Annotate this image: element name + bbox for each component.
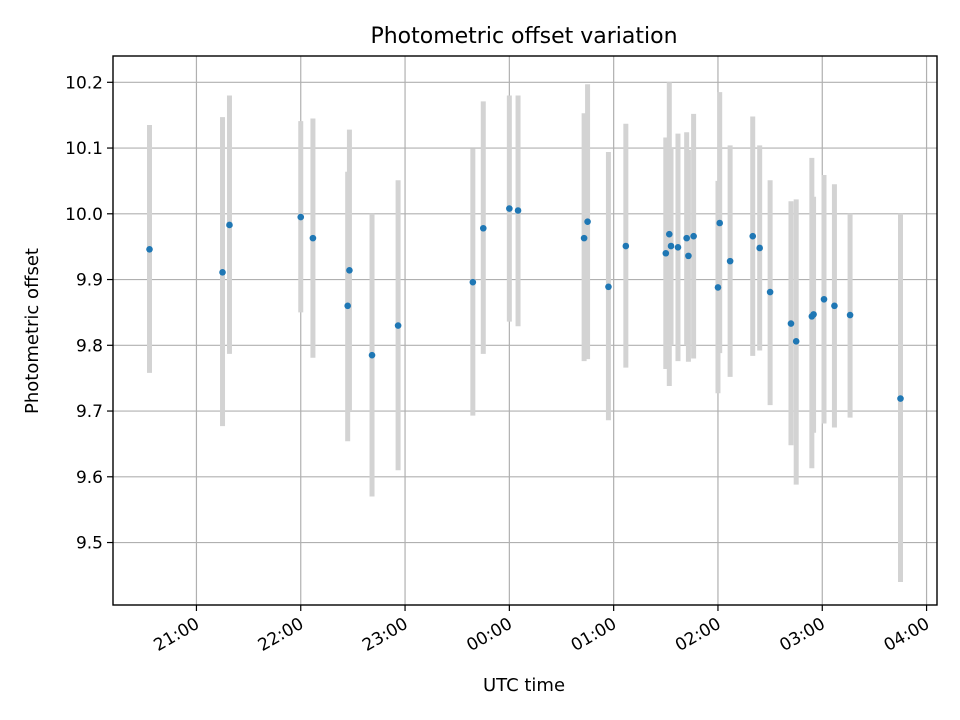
data-point: [309, 234, 317, 242]
x-axis-label: UTC time: [483, 675, 565, 696]
data-point: [792, 338, 800, 345]
data-point: [469, 278, 477, 286]
data-point: [667, 242, 675, 250]
error-bars: [147, 82, 903, 582]
y-tick-label: 9.8: [76, 336, 103, 356]
data-point: [662, 249, 670, 257]
data-point: [297, 213, 305, 221]
data-point: [368, 351, 376, 359]
data-point: [605, 283, 612, 291]
y-tick-label: 9.5: [76, 534, 103, 554]
data-point: [831, 302, 838, 310]
x-tick-label: 22:00: [255, 614, 307, 656]
x-tick-label: 03:00: [776, 614, 828, 656]
y-tick-label: 9.9: [76, 271, 103, 291]
data-point: [514, 207, 522, 214]
data-point: [580, 234, 588, 242]
data-point: [810, 311, 817, 318]
x-tick-label: 00:00: [463, 614, 515, 656]
data-point: [897, 395, 904, 402]
data-point: [766, 288, 774, 296]
y-tick-label: 9.6: [76, 468, 103, 488]
data-point: [787, 320, 795, 327]
data-point: [665, 230, 673, 238]
data-point: [344, 302, 351, 310]
data-point: [394, 322, 402, 329]
y-tick-label: 9.7: [76, 402, 103, 422]
y-tick-label: 10.1: [65, 139, 103, 159]
data-point: [756, 244, 763, 252]
y-axis-ticks: 9.5 9.6 9.7 9.8 9.9 10.0 10.1 10.2: [65, 73, 113, 554]
data-point: [714, 284, 722, 291]
data-point: [846, 311, 854, 319]
y-tick-label: 10.2: [65, 73, 103, 93]
data-point: [726, 257, 734, 265]
data-point: [346, 267, 353, 274]
plot-frame: [112, 55, 938, 606]
data-point: [690, 232, 697, 240]
data-point: [683, 234, 690, 242]
y-tick-label: 10.0: [65, 205, 103, 225]
x-tick-label: 02:00: [672, 614, 724, 656]
data-point: [146, 246, 153, 253]
data-point: [674, 244, 682, 251]
x-tick-label: 04:00: [881, 614, 933, 656]
y-axis-label: Photometric offset: [22, 248, 43, 414]
data-point: [749, 232, 757, 240]
x-tick-label: 01:00: [568, 614, 620, 656]
x-tick-label: 21:00: [151, 614, 203, 656]
data-points: [146, 205, 904, 402]
x-axis-ticks: 21:00 22:00 23:00 00:00 01:00 02:00 03:00 04:00: [151, 605, 933, 656]
data-point: [622, 242, 630, 250]
data-point: [479, 224, 487, 232]
chart-title: Photometric offset variation: [370, 24, 677, 49]
data-point: [685, 252, 692, 260]
data-point: [716, 219, 724, 227]
data-point: [584, 218, 591, 225]
data-point: [506, 205, 513, 212]
data-point: [226, 221, 233, 229]
data-point: [219, 269, 226, 276]
x-tick-label: 23:00: [359, 614, 411, 656]
data-point: [820, 295, 828, 303]
